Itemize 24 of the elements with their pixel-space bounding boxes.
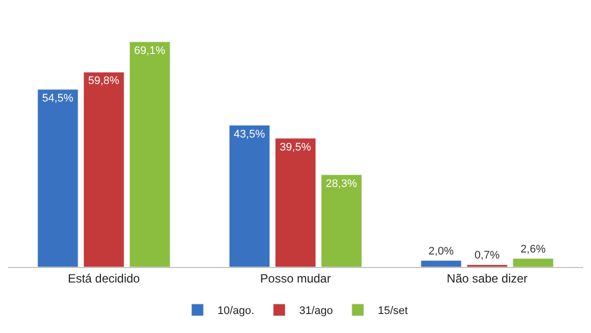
data-label: 43,5% [234,128,266,140]
x-tick-label: Posso mudar [260,271,331,286]
x-tick-label: Não sabe dizer [446,271,528,286]
bar [466,264,508,267]
bar [321,174,362,267]
bar [229,125,270,267]
bar [83,72,124,267]
data-label: 0,7% [474,250,500,262]
x-tick-label: Está decidido [68,271,140,286]
data-label: 2,6% [520,244,546,256]
bar [512,258,554,267]
data-label: 2,0% [428,245,454,258]
data-label: 39,5% [280,141,312,154]
data-label: 59,8% [88,75,120,88]
bar [129,42,170,267]
bar [275,138,316,267]
data-label: 69,1% [134,44,166,57]
bar [420,260,462,267]
data-label: 28,3% [326,178,358,190]
legend-label: 15/set [378,305,408,318]
legend-label: 31/ago [299,305,333,318]
legend-label: 10/ago. [218,305,254,318]
data-label: 54,5% [42,92,74,104]
bar [37,89,78,267]
